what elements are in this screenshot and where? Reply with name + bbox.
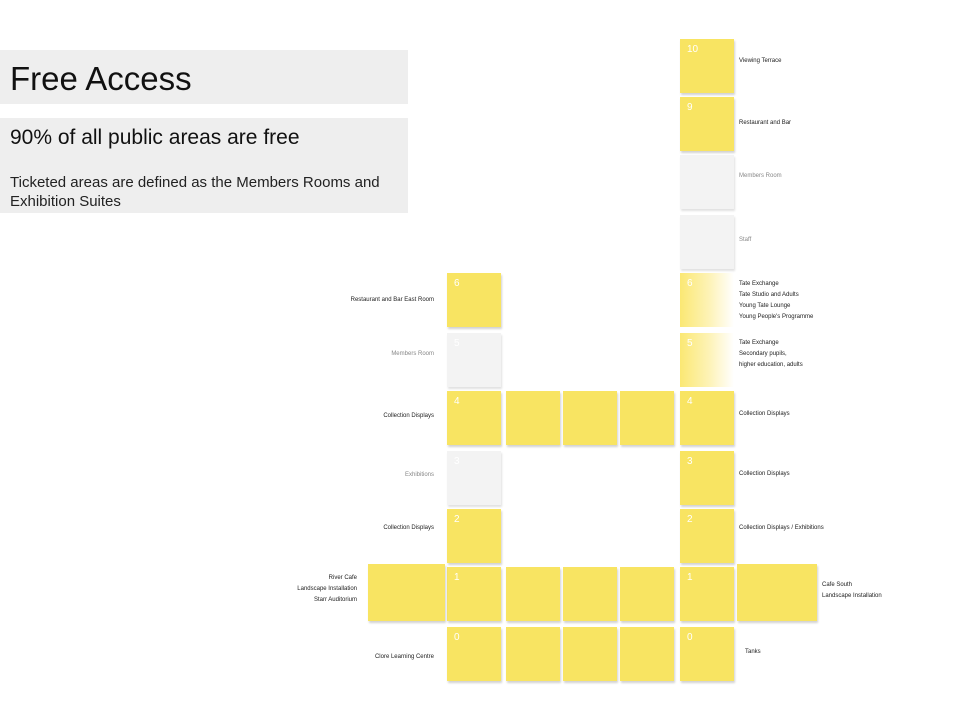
left-level-5-tile: 5 — [447, 333, 501, 387]
left-level-3-tile: 3 — [447, 451, 501, 505]
page-title: Free Access — [10, 60, 192, 97]
left-level-2-tile: 2 — [447, 509, 501, 563]
left-level-0-tile: 0 — [447, 627, 501, 681]
right-wing-level-1-tile — [737, 564, 817, 621]
bridge-level-4-tile — [506, 391, 560, 445]
left-level-6-label: Restaurant and Bar East Room — [350, 297, 434, 303]
level-number: 0 — [687, 632, 693, 643]
right-level-0-label: Tanks — [745, 649, 761, 655]
subtitle-box: 90% of all public areas are free Tickete… — [0, 118, 408, 213]
right-level-3-label: Collection Displays — [739, 471, 790, 477]
left-wing-level-1-tile — [368, 564, 445, 621]
base-level-1-tile — [620, 567, 674, 621]
right-level-1-tile: 1 — [680, 567, 734, 621]
right-level-6-tile: 6 — [680, 273, 734, 327]
base-level-0-tile — [506, 627, 560, 681]
right-level-2-label: Collection Displays / Exhibitions — [739, 525, 824, 531]
page-description: Ticketed areas are defined as the Member… — [10, 174, 380, 210]
right-level-10-label: Viewing Terrace — [739, 58, 782, 64]
page-subtitle: 90% of all public areas are free — [10, 126, 300, 149]
base-level-1-tile — [563, 567, 617, 621]
right-level-4-label: Collection Displays — [739, 411, 790, 417]
left-level-5-label: Members Room — [391, 351, 434, 357]
level-number: 3 — [687, 456, 693, 467]
left-level-2-label: Collection Displays — [383, 525, 434, 531]
level-number: 6 — [687, 278, 693, 289]
right-level-3-tile: 3 — [680, 451, 734, 505]
left-level-0-label: Clore Learning Centre — [374, 654, 434, 660]
right-level-0-tile: 0 — [680, 627, 734, 681]
left-level-6-tile: 6 — [447, 273, 501, 327]
level-number: 9 — [687, 102, 693, 113]
level-number: 6 — [454, 278, 460, 289]
level-number: 1 — [687, 572, 693, 583]
base-level-1-tile — [506, 567, 560, 621]
right-level-7-label: Staff — [739, 237, 752, 243]
right-level-10-tile: 10 — [680, 39, 734, 93]
level-number: 3 — [454, 456, 460, 467]
right-level-4-tile: 4 — [680, 391, 734, 445]
right-level-8-tile — [680, 155, 734, 209]
level-number: 5 — [687, 338, 693, 349]
left-level-4-label: Collection Displays — [383, 413, 434, 419]
level-number: 4 — [454, 396, 460, 407]
right-level-5-label: Tate Exchange Secondary pupils, higher e… — [739, 340, 803, 368]
level-number: 0 — [454, 632, 460, 643]
level-number: 2 — [687, 514, 693, 525]
right-level-2-tile: 2 — [680, 509, 734, 563]
right-level-9-label: Restaurant and Bar — [739, 120, 792, 126]
bridge-level-4-tile — [620, 391, 674, 445]
base-level-0-tile — [620, 627, 674, 681]
title-box: Free Access — [0, 50, 408, 104]
base-level-0-tile — [563, 627, 617, 681]
left-level-4-tile: 4 — [447, 391, 501, 445]
right-level-8-label: Members Room — [739, 173, 782, 179]
right-level-5-tile: 5 — [680, 333, 734, 387]
left-level-1-tile: 1 — [447, 567, 501, 621]
right-level-9-tile: 9 — [680, 97, 734, 151]
level-number: 4 — [687, 396, 693, 407]
bridge-level-4-tile — [563, 391, 617, 445]
level-number: 2 — [454, 514, 460, 525]
level-number: 10 — [687, 44, 699, 55]
level-number: 1 — [454, 572, 460, 583]
left-level-3-label: Exhibitions — [404, 472, 434, 478]
level-number: 5 — [454, 338, 460, 349]
right-level-6-label: Tate Exchange Tate Studio and Adults You… — [739, 281, 814, 320]
right-level-1-label: Cafe South Landscape Installation — [822, 582, 882, 599]
left-level-1-label: River Cafe Landscape Installation Starr … — [297, 575, 357, 603]
right-level-7-tile — [680, 215, 734, 269]
